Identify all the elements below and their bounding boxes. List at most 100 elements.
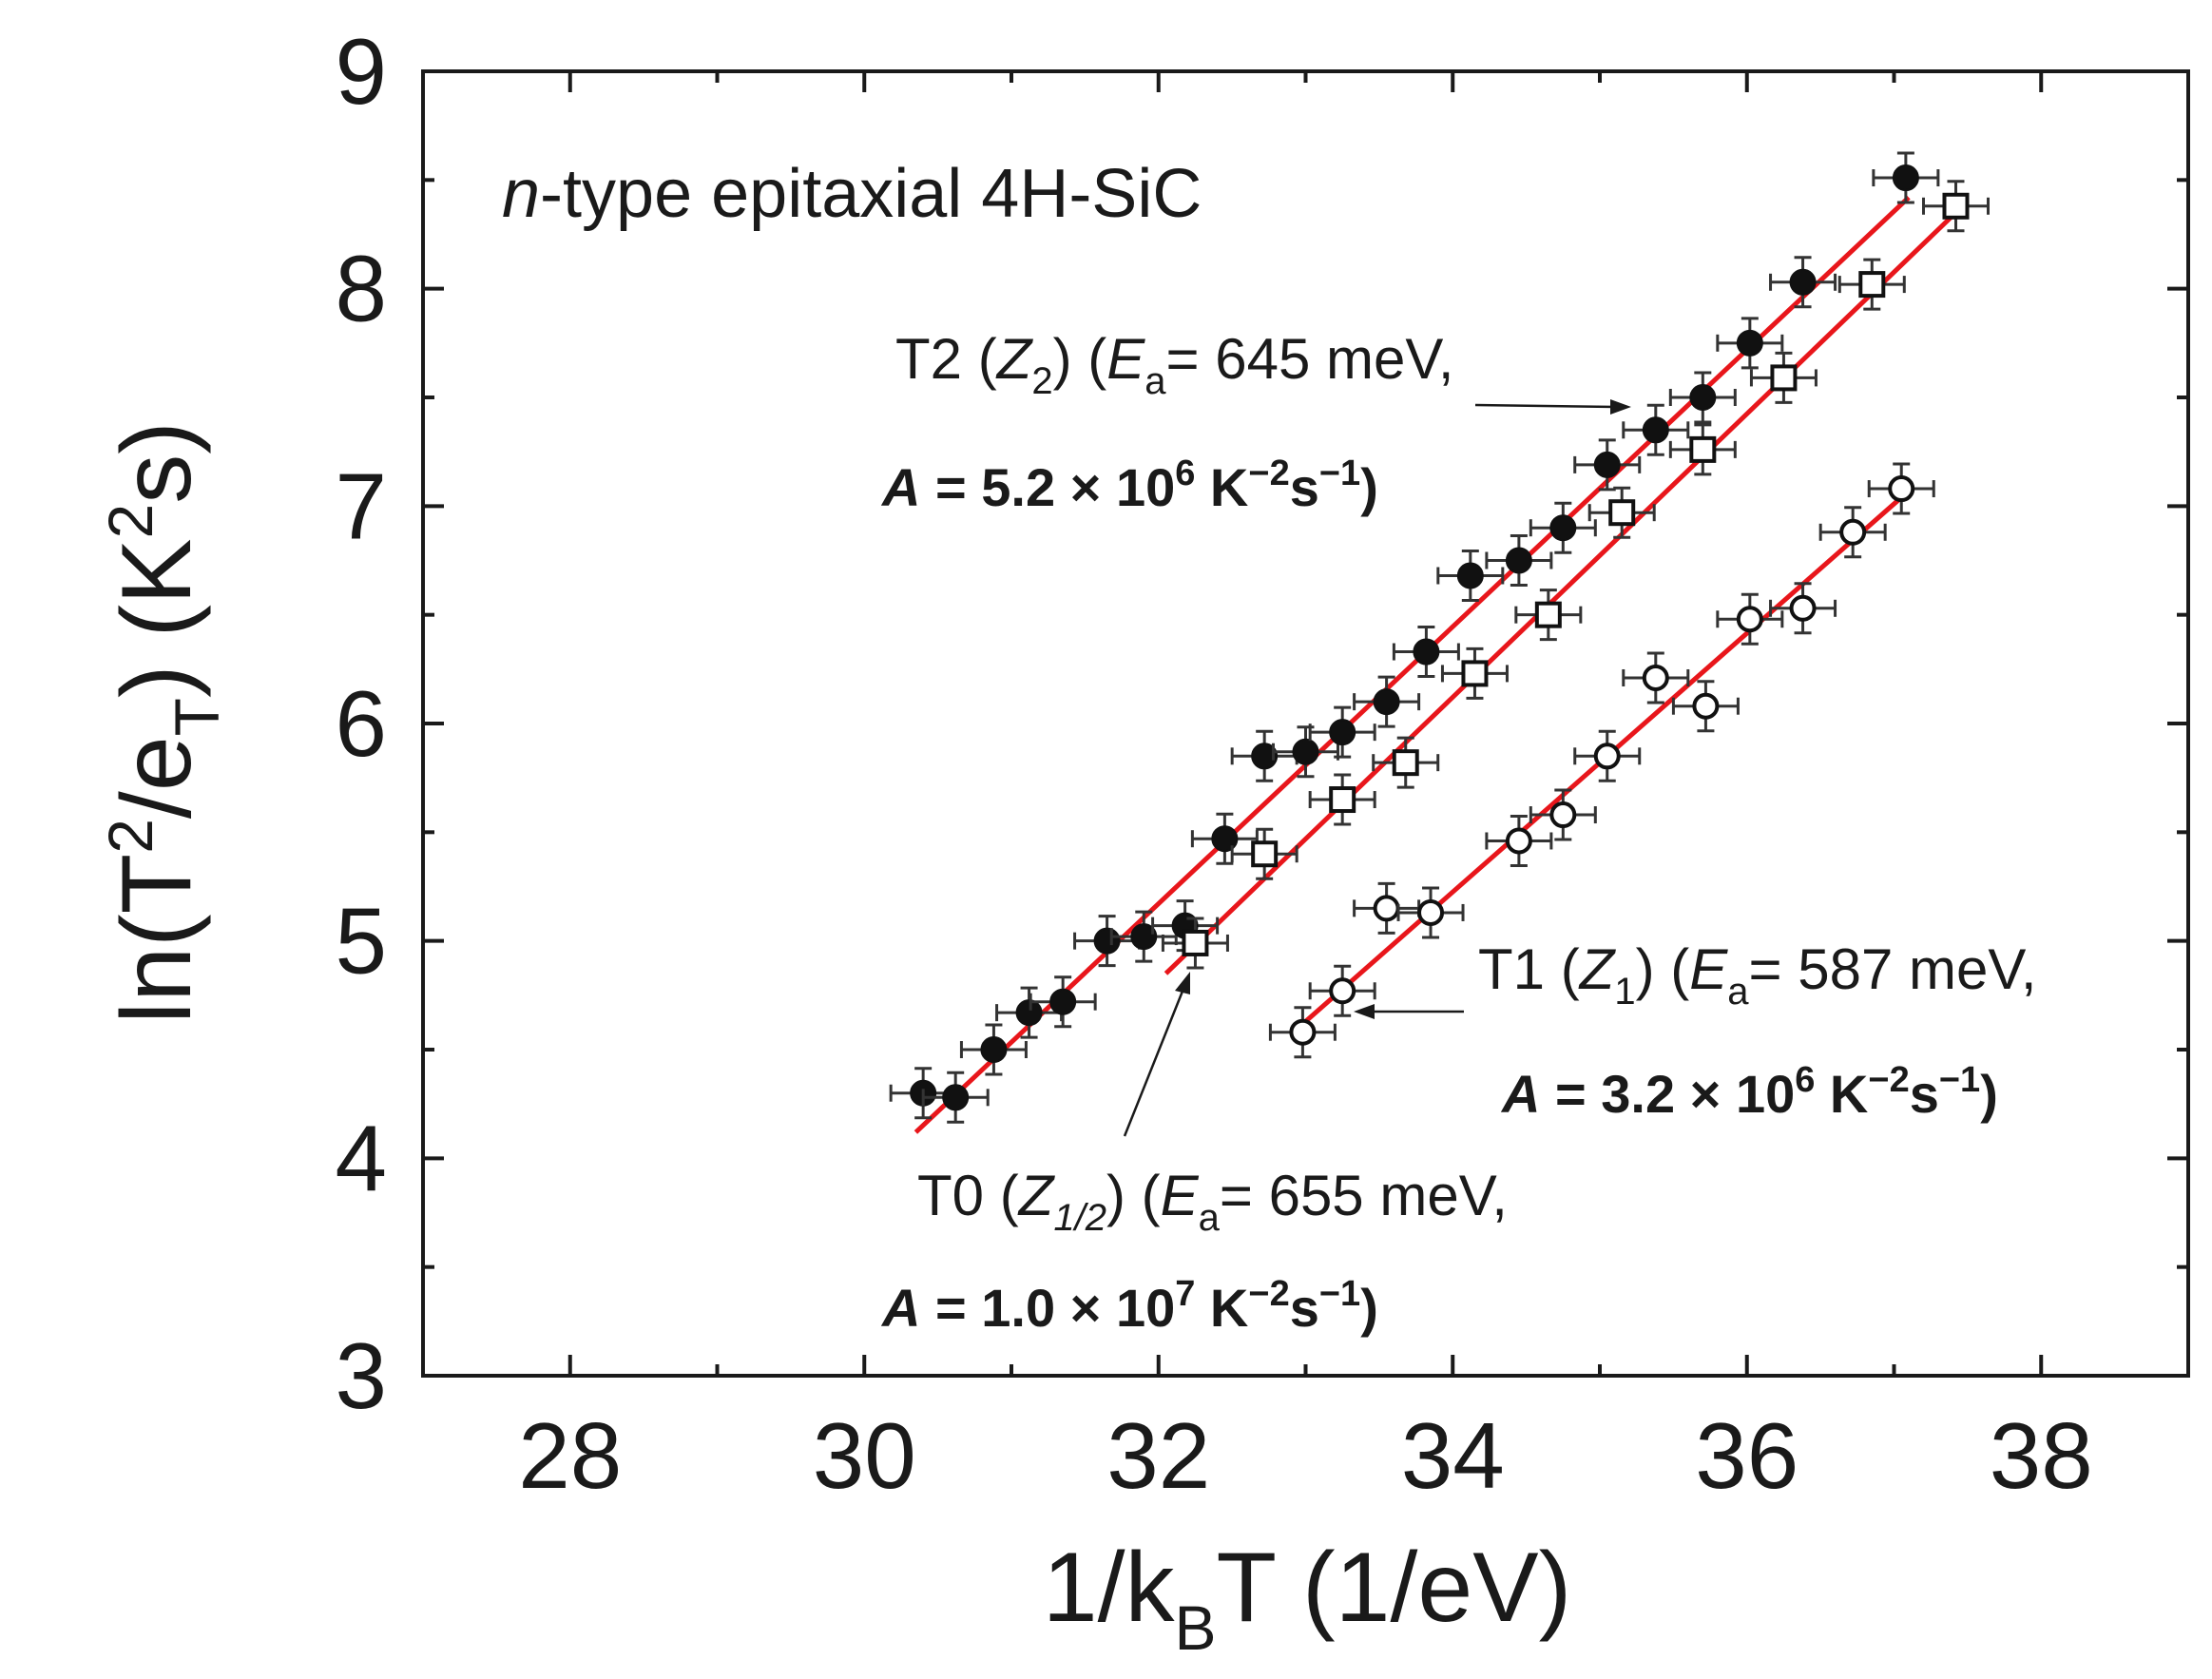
point-t1 (1308, 964, 1376, 1017)
annotation-t1-arrowhead (1354, 1004, 1375, 1019)
x-tick-label: 30 (813, 1403, 916, 1508)
marker-open-square (1770, 364, 1798, 392)
marker-filled-circle (1593, 451, 1621, 478)
marker-filled-circle (1211, 825, 1239, 853)
annotation-t2: T2 (Z2) (Ea= 645 meV, A = 5.2 × 106 K−2s… (880, 327, 1631, 517)
point-t2 (1485, 534, 1553, 587)
annotation-t0-arrow (1123, 988, 1185, 1137)
marker-filled-circle (1373, 688, 1400, 716)
marker-open-square (1608, 499, 1636, 527)
x-tick-label: 32 (1106, 1403, 1210, 1508)
marker-open-square (1329, 786, 1356, 814)
y-tick-label: 9 (335, 19, 387, 124)
chart-title-rest: -type epitaxial 4H-SiC (540, 156, 1202, 232)
marker-filled-circle (942, 1084, 970, 1111)
point-t2 (1872, 151, 1940, 204)
point-t1 (1268, 1006, 1337, 1059)
point-t2 (959, 1023, 1028, 1076)
point-t2 (995, 986, 1064, 1039)
marker-open-square (1392, 749, 1419, 777)
marker-open-circle (1373, 895, 1400, 922)
marker-open-circle (1736, 606, 1763, 633)
x-tick-label: 34 (1401, 1403, 1505, 1508)
y-tick-label: 6 (335, 671, 387, 776)
marker-filled-circle (1789, 268, 1817, 296)
y-axis-title: ln(T2/eT) (K2s) (95, 421, 232, 1024)
annotation-t1-line1: T1 (Z1) (Ea= 587 meV, (1478, 937, 2037, 1013)
marker-open-square (1942, 192, 1970, 220)
annotation-t1: T1 (Z1) (Ea= 587 meV, A = 3.2 × 106 K−2s… (1354, 937, 2037, 1124)
annotation-t0-line1: T0 (Z1/2) (Ea= 655 meV, (917, 1164, 1508, 1239)
point-t2 (1769, 256, 1837, 309)
marker-open-circle (1642, 664, 1669, 691)
point-t2 (1190, 812, 1259, 865)
point-t0 (1372, 736, 1440, 789)
point-t0 (1308, 773, 1376, 826)
marker-open-circle (1888, 475, 1915, 503)
point-t1 (1573, 729, 1642, 782)
x-axis-title: 1/kBT (1/eV) (1043, 1533, 1572, 1663)
y-tick-labels: 3 4 5 6 7 8 9 (335, 19, 387, 1428)
annotation-t2-arrowhead (1610, 399, 1631, 415)
point-t2 (1392, 626, 1460, 679)
point-t1 (1818, 506, 1887, 559)
point-t2 (921, 1071, 990, 1124)
y-tick-label: 4 (335, 1106, 387, 1210)
point-t1 (1353, 881, 1421, 935)
point-t2 (1230, 729, 1298, 782)
annotation-t0: T0 (Z1/2) (Ea= 655 meV, A = 1.0 × 107 K−… (880, 972, 1508, 1338)
y-tick-label: 8 (335, 237, 387, 341)
point-t1 (1716, 592, 1784, 646)
data-points (889, 151, 1990, 1124)
point-t0 (1668, 423, 1737, 476)
marker-open-circle (1417, 898, 1445, 926)
point-t0 (1161, 917, 1229, 970)
marker-filled-circle (1892, 164, 1919, 192)
annotation-t1-line2: A = 3.2 × 106 K−2s−1) (1500, 1060, 1998, 1124)
marker-filled-circle (1413, 638, 1440, 666)
point-t2 (1029, 975, 1097, 1029)
marker-open-square (1858, 271, 1886, 299)
point-t0 (1837, 258, 1906, 311)
point-t2 (1716, 317, 1784, 370)
x-tick-label: 28 (518, 1403, 622, 1508)
point-t2 (1073, 915, 1142, 968)
annotation-t2-line1: T2 (Z2) (Ea= 645 meV, (895, 327, 1454, 402)
point-t1 (1529, 788, 1597, 841)
marker-filled-circle (1093, 927, 1121, 955)
point-t1 (1622, 651, 1690, 704)
marker-open-circle (1593, 743, 1621, 770)
chart-title-italic: n (502, 156, 540, 232)
point-t2 (1272, 725, 1339, 779)
marker-open-square (1251, 840, 1279, 868)
point-t2 (1668, 371, 1737, 424)
annotation-t2-arrow (1474, 403, 1617, 409)
marker-filled-circle (1130, 923, 1158, 951)
marker-filled-circle (1642, 416, 1669, 444)
axis-ticks (421, 69, 2190, 1378)
marker-filled-circle (1329, 719, 1356, 746)
annotation-t0-arrowhead (1175, 972, 1190, 994)
marker-filled-circle (1689, 384, 1717, 411)
point-t2 (1622, 403, 1690, 456)
marker-filled-circle (1251, 743, 1279, 770)
marker-filled-circle (1505, 547, 1532, 574)
point-t1 (1769, 582, 1837, 635)
point-t2 (1436, 550, 1505, 603)
marker-filled-circle (1049, 988, 1077, 1015)
marker-open-circle (1789, 594, 1817, 622)
annotation-t0-line2: A = 1.0 × 107 K−2s−1) (880, 1274, 1378, 1338)
marker-filled-circle (1015, 999, 1043, 1027)
point-t2 (1529, 501, 1597, 554)
point-t1 (1671, 680, 1740, 733)
point-t2 (1573, 438, 1642, 492)
marker-open-square (1182, 929, 1209, 956)
marker-open-square (1689, 435, 1717, 463)
point-t1 (1867, 462, 1935, 515)
point-t0 (1440, 647, 1509, 700)
marker-open-circle (1505, 827, 1532, 855)
point-t1 (1485, 814, 1553, 867)
marker-open-circle (1289, 1018, 1317, 1046)
marker-open-circle (1839, 518, 1867, 546)
